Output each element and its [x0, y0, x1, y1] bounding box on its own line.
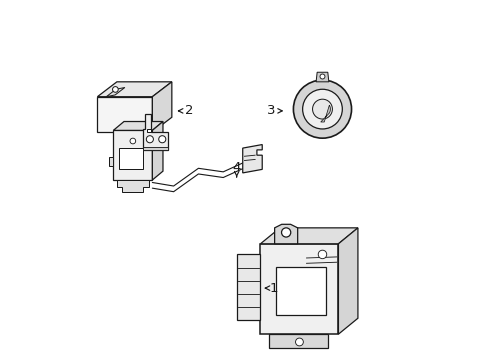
Polygon shape — [97, 82, 171, 97]
Polygon shape — [119, 148, 143, 169]
Polygon shape — [147, 129, 150, 132]
Polygon shape — [338, 228, 357, 334]
Polygon shape — [106, 87, 124, 97]
Polygon shape — [152, 122, 163, 180]
Circle shape — [112, 87, 118, 92]
Polygon shape — [320, 105, 330, 122]
Polygon shape — [260, 244, 338, 334]
Polygon shape — [152, 82, 171, 132]
Polygon shape — [315, 72, 328, 82]
Circle shape — [146, 136, 153, 143]
Circle shape — [312, 99, 332, 119]
Text: 3: 3 — [266, 104, 282, 117]
Text: 4: 4 — [232, 161, 241, 177]
Circle shape — [319, 74, 325, 79]
Circle shape — [295, 338, 303, 346]
Polygon shape — [143, 114, 168, 150]
Polygon shape — [242, 145, 262, 173]
Text: 1: 1 — [265, 282, 277, 294]
Polygon shape — [113, 130, 152, 180]
Polygon shape — [260, 228, 357, 244]
Polygon shape — [269, 334, 327, 348]
Polygon shape — [117, 180, 148, 192]
Polygon shape — [109, 157, 113, 166]
Polygon shape — [274, 224, 297, 244]
Circle shape — [293, 80, 351, 138]
Polygon shape — [113, 122, 163, 130]
Polygon shape — [276, 267, 325, 315]
Text: 2: 2 — [178, 104, 193, 117]
Circle shape — [159, 136, 165, 143]
Circle shape — [302, 89, 342, 129]
Circle shape — [130, 138, 135, 144]
Polygon shape — [97, 97, 152, 132]
Circle shape — [318, 250, 326, 259]
Polygon shape — [143, 147, 168, 150]
Circle shape — [281, 228, 290, 237]
Polygon shape — [237, 255, 260, 320]
